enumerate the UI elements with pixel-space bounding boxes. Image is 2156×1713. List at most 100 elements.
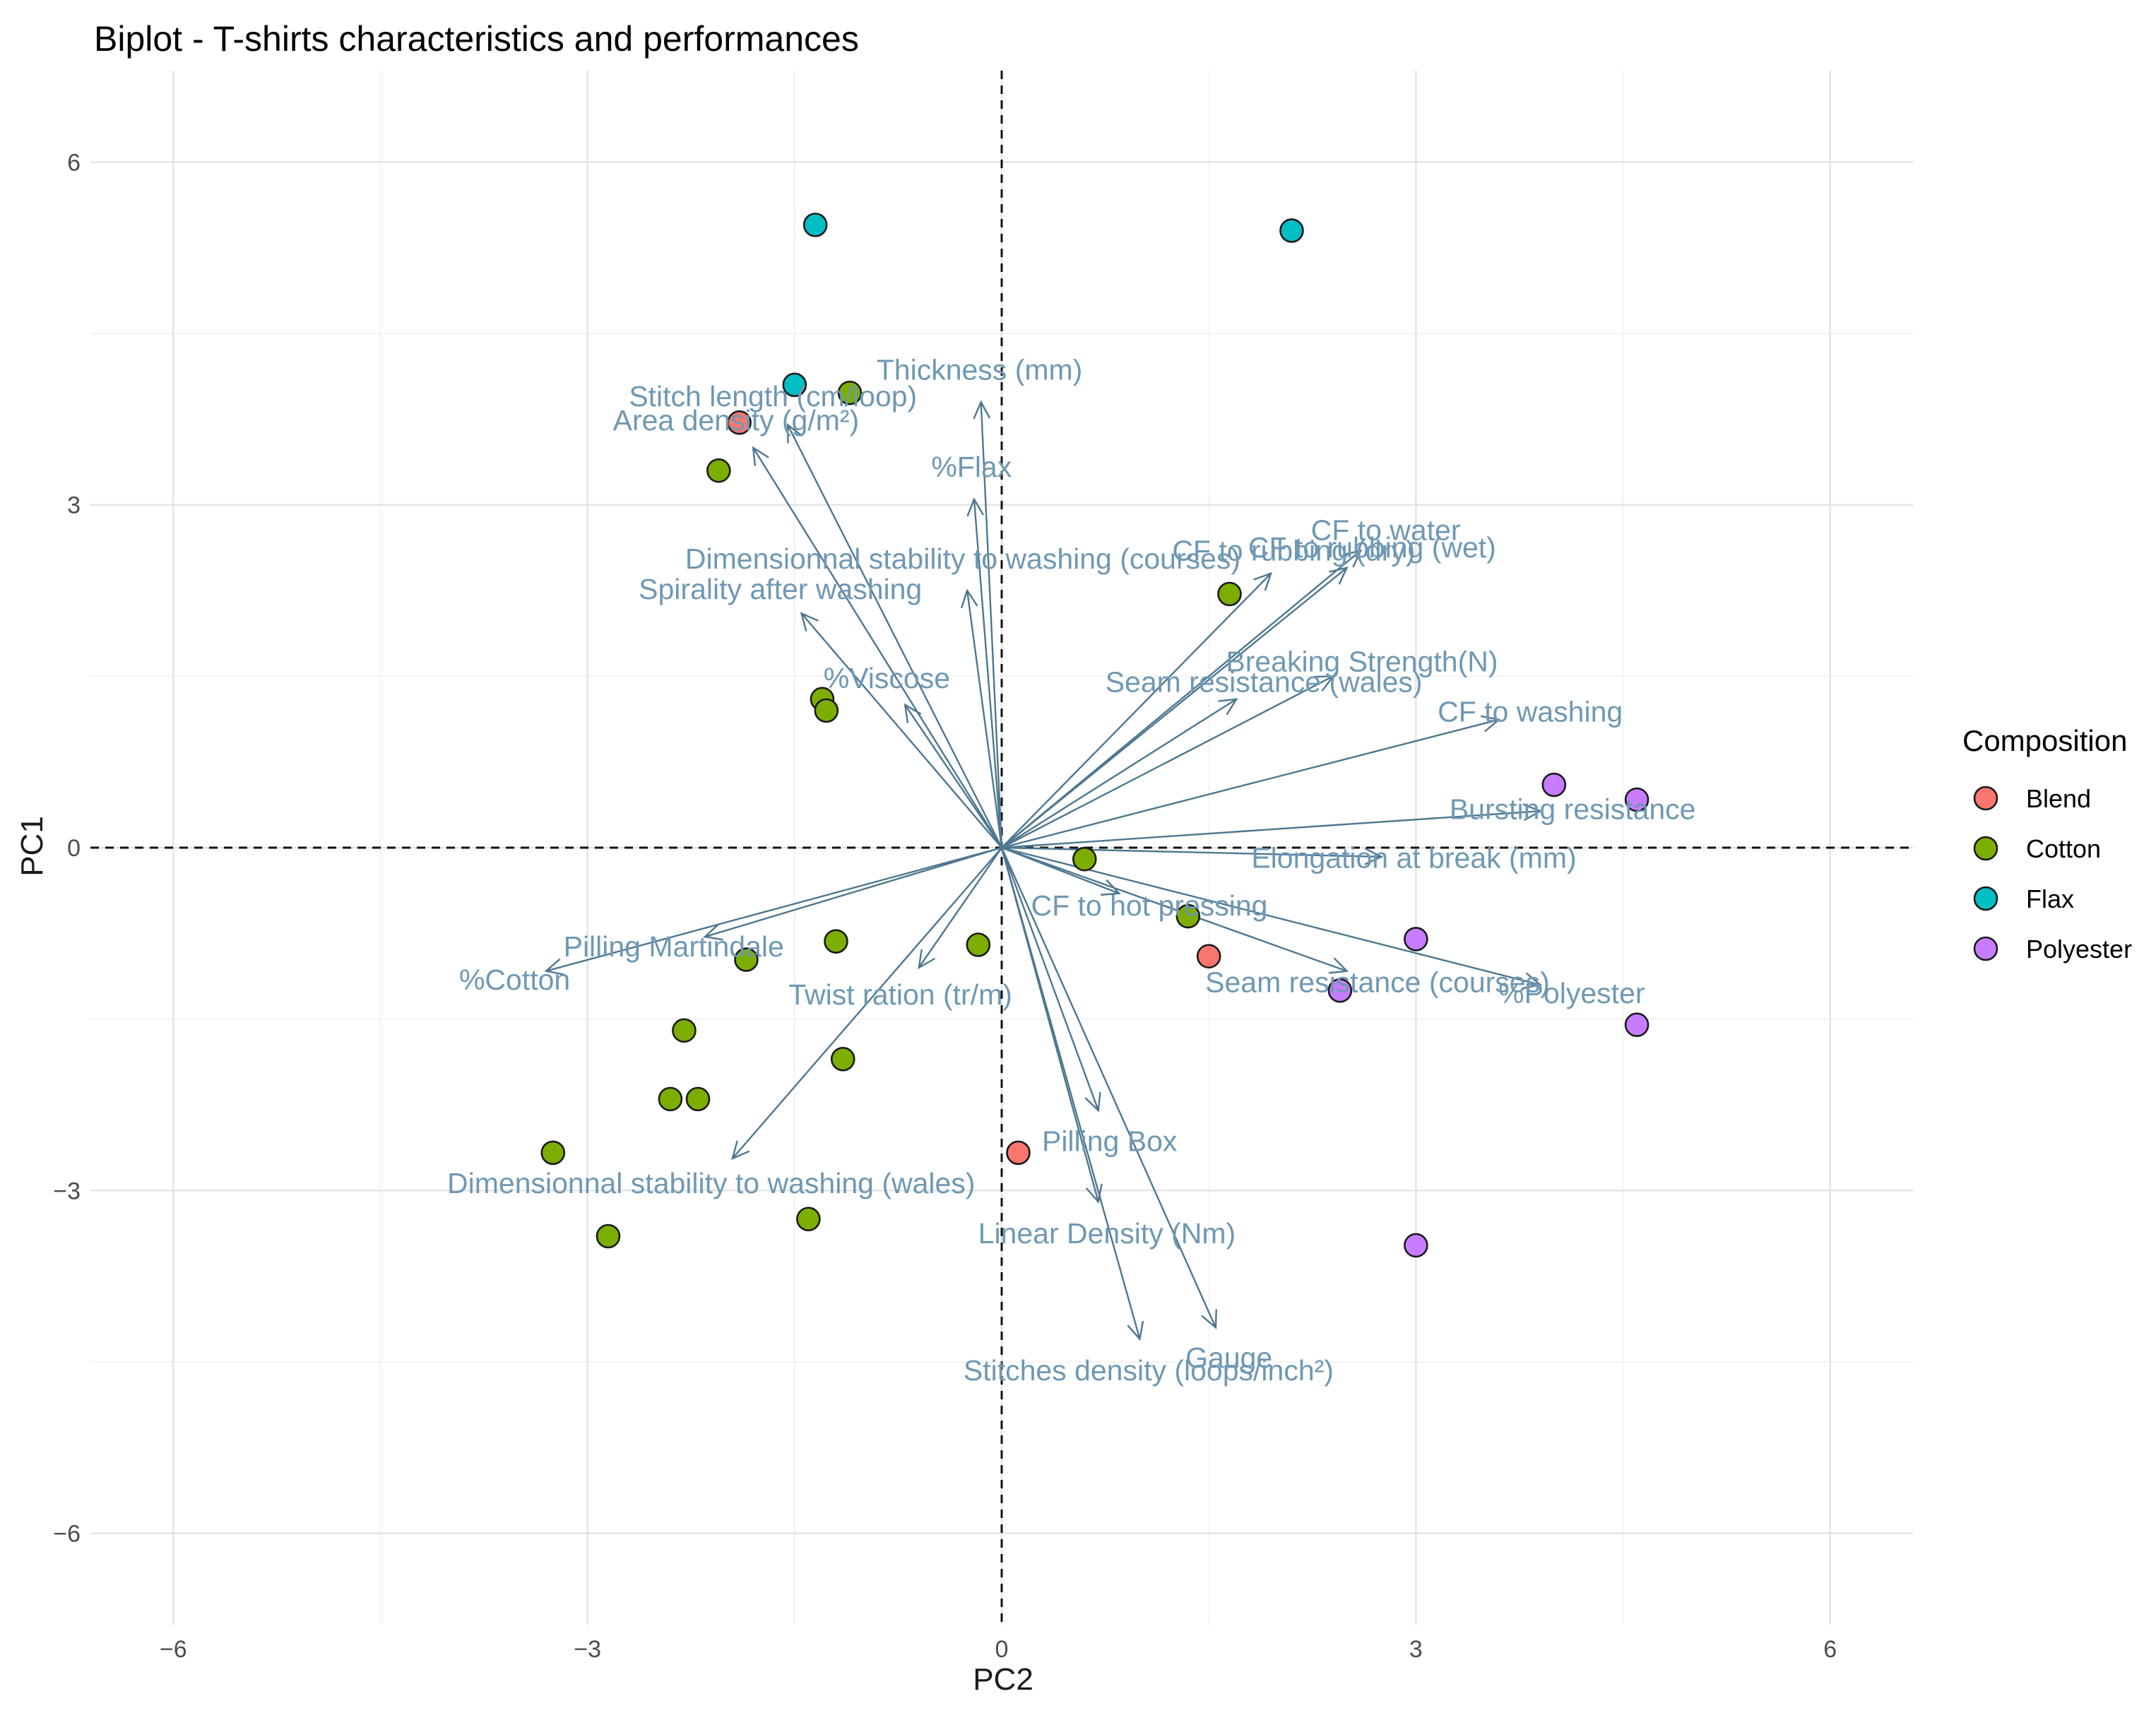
loading-arrow-head [1364, 848, 1384, 865]
loading-arrow [904, 703, 1002, 848]
loading-arrow-shaft [966, 590, 1003, 848]
chart-title: Biplot - T-shirts characteristics and pe… [94, 19, 859, 59]
loading-arrow-head [1329, 566, 1349, 585]
data-point-cotton [685, 1086, 711, 1112]
loading-label: CF to rubbing (dry) [1172, 534, 1415, 567]
axis-ticks: −6 −3 0 3 6 −6 −3 0 3 6 [53, 149, 1837, 1663]
observation-points [540, 213, 1649, 1258]
data-point-cotton [734, 947, 759, 972]
loading-arrow-head [1201, 1309, 1217, 1329]
loading-arrow [1001, 846, 1384, 865]
loading-arrow [966, 497, 1003, 848]
loading-arrow [960, 588, 1003, 848]
legend-label-blend: Blend [2026, 784, 2091, 813]
y-tick-label: −3 [53, 1178, 81, 1204]
y-axis-title: PC1 [15, 816, 49, 877]
data-point-flax [802, 213, 828, 237]
loading-arrow [1001, 698, 1238, 849]
loading-arrow [918, 847, 1002, 970]
loading-arrow-head [1218, 698, 1238, 716]
loading-arrow-shaft [1000, 847, 1099, 1111]
loading-arrow-shaft [918, 847, 1002, 968]
loading-label: Gauge [1185, 1341, 1272, 1374]
loading-arrow [731, 847, 1002, 1161]
loading-arrow [544, 846, 1002, 976]
data-point-polyester [1404, 1233, 1428, 1258]
loading-label: CF to rubbing (wet) [1248, 531, 1496, 564]
loading-label: Thickness (mm) [877, 354, 1083, 386]
loading-arrow [1001, 566, 1349, 848]
loading-arrow [1000, 847, 1144, 1341]
loading-arrows [544, 400, 1543, 1341]
loading-arrow [1001, 571, 1273, 848]
data-point-cotton [1072, 846, 1097, 872]
x-tick-label: 3 [1409, 1636, 1423, 1663]
loading-arrow-head [800, 612, 819, 632]
loading-arrow [1000, 847, 1217, 1329]
legend-label-flax: Flax [2026, 884, 2074, 913]
x-tick-label: 0 [995, 1636, 1009, 1663]
loading-arrow-shaft [1001, 572, 1272, 848]
loading-arrow-head [1101, 879, 1121, 896]
y-tick-label: −6 [53, 1521, 81, 1548]
loading-label: Seam resistance (courses) [1205, 966, 1550, 999]
loading-arrow-shaft [800, 612, 1002, 848]
loading-arrow-shaft [1001, 810, 1541, 849]
loading-label: Dimensionnal stability to washing (cours… [685, 543, 1240, 575]
loading-arrow [786, 423, 1003, 848]
data-point-polyester [1624, 1012, 1649, 1038]
data-point-cotton [1217, 581, 1242, 607]
loading-arrow-shaft [980, 402, 1003, 848]
loading-arrow-head [1127, 1320, 1144, 1341]
loading-arrow [1001, 803, 1543, 849]
loading-arrow-head [1085, 1183, 1103, 1204]
loading-arrow-shaft [1001, 675, 1334, 849]
loading-arrow-shaft [1000, 847, 1217, 1328]
legend-key-cotton [1973, 836, 1998, 861]
loading-arrow-shaft [1001, 846, 1382, 858]
loading-arrow-head [1315, 675, 1335, 692]
data-point-polyester [1624, 787, 1649, 812]
loading-arrow-shaft [545, 846, 1002, 972]
y-tick-label: 3 [67, 492, 81, 519]
data-point-cotton [658, 1086, 683, 1112]
loading-arrow-head [1522, 972, 1542, 990]
loading-label: %Viscose [824, 662, 950, 694]
loading-label: Seam resistance (wales) [1106, 665, 1423, 698]
x-axis-title: PC2 [973, 1662, 1033, 1697]
loading-arrow [703, 846, 1002, 941]
x-tick-label: −6 [160, 1636, 187, 1663]
loading-label: Pilling Martindale [564, 930, 784, 963]
loading-arrow-head [786, 423, 803, 444]
y-tick-label: 6 [67, 149, 81, 176]
loading-label: Area density (g/m²) [613, 404, 860, 437]
data-point-cotton [814, 698, 839, 723]
loading-arrow-shaft [752, 447, 1003, 848]
y-tick-label: 0 [67, 835, 81, 862]
data-point-blend [1006, 1140, 1031, 1166]
loading-labels: Thickness (mm)Stitch length (cm/loop)Are… [447, 354, 1695, 1387]
data-point-polyester [1327, 978, 1353, 1003]
data-point-flax [782, 372, 807, 398]
loading-arrow-head [1328, 957, 1349, 974]
data-point-cotton [596, 1223, 621, 1249]
loading-arrow-head [1253, 571, 1273, 591]
x-tick-label: −3 [574, 1636, 601, 1663]
legend-key-blend [1973, 786, 1998, 811]
loading-arrow [752, 446, 1003, 848]
loading-arrow-head [1342, 549, 1363, 568]
loading-arrow [800, 612, 1002, 848]
loading-arrow [973, 400, 1003, 848]
loading-label: CF to washing [1438, 696, 1623, 728]
loading-arrow-shaft [973, 499, 1003, 848]
loading-arrow-shaft [904, 704, 1002, 848]
loading-arrow-head [544, 958, 564, 976]
loading-label: Bursting resistance [1450, 793, 1696, 825]
legend-label-polyester: Polyester [2026, 935, 2132, 964]
loading-label: Spirality after washing [639, 573, 922, 605]
loading-label: %Flax [931, 451, 1012, 483]
loading-arrow-shaft [1001, 718, 1499, 849]
loading-label: Elongation at break (mm) [1251, 841, 1576, 874]
loading-arrow-shaft [1001, 846, 1348, 972]
